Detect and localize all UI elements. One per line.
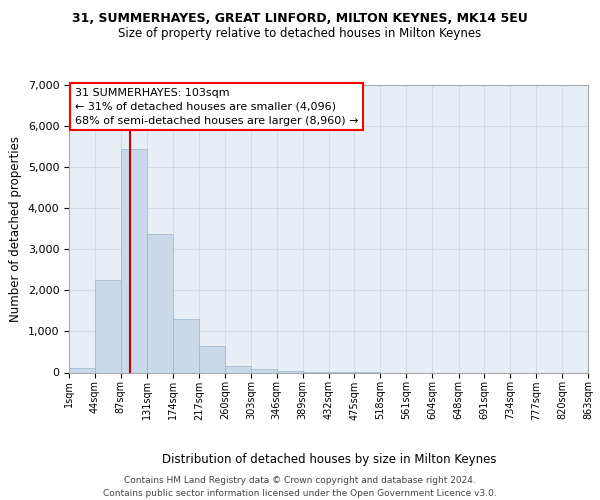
Bar bbox=[95, 280, 121, 372]
Text: 31 SUMMERHAYES: 103sqm
← 31% of detached houses are smaller (4,096)
68% of semi-: 31 SUMMERHAYES: 103sqm ← 31% of detached… bbox=[74, 88, 358, 126]
Bar bbox=[173, 318, 199, 372]
Bar bbox=[69, 368, 95, 372]
Text: Distribution of detached houses by size in Milton Keynes: Distribution of detached houses by size … bbox=[161, 452, 496, 466]
Y-axis label: Number of detached properties: Number of detached properties bbox=[9, 136, 22, 322]
Text: Size of property relative to detached houses in Milton Keynes: Size of property relative to detached ho… bbox=[118, 28, 482, 40]
Text: Contains HM Land Registry data © Crown copyright and database right 2024.: Contains HM Land Registry data © Crown c… bbox=[124, 476, 476, 485]
Text: 31, SUMMERHAYES, GREAT LINFORD, MILTON KEYNES, MK14 5EU: 31, SUMMERHAYES, GREAT LINFORD, MILTON K… bbox=[72, 12, 528, 26]
Text: Contains public sector information licensed under the Open Government Licence v3: Contains public sector information licen… bbox=[103, 489, 497, 498]
Bar bbox=[147, 234, 173, 372]
Bar bbox=[121, 148, 147, 372]
Bar bbox=[199, 346, 225, 372]
Bar bbox=[251, 369, 277, 372]
Bar bbox=[225, 366, 251, 372]
